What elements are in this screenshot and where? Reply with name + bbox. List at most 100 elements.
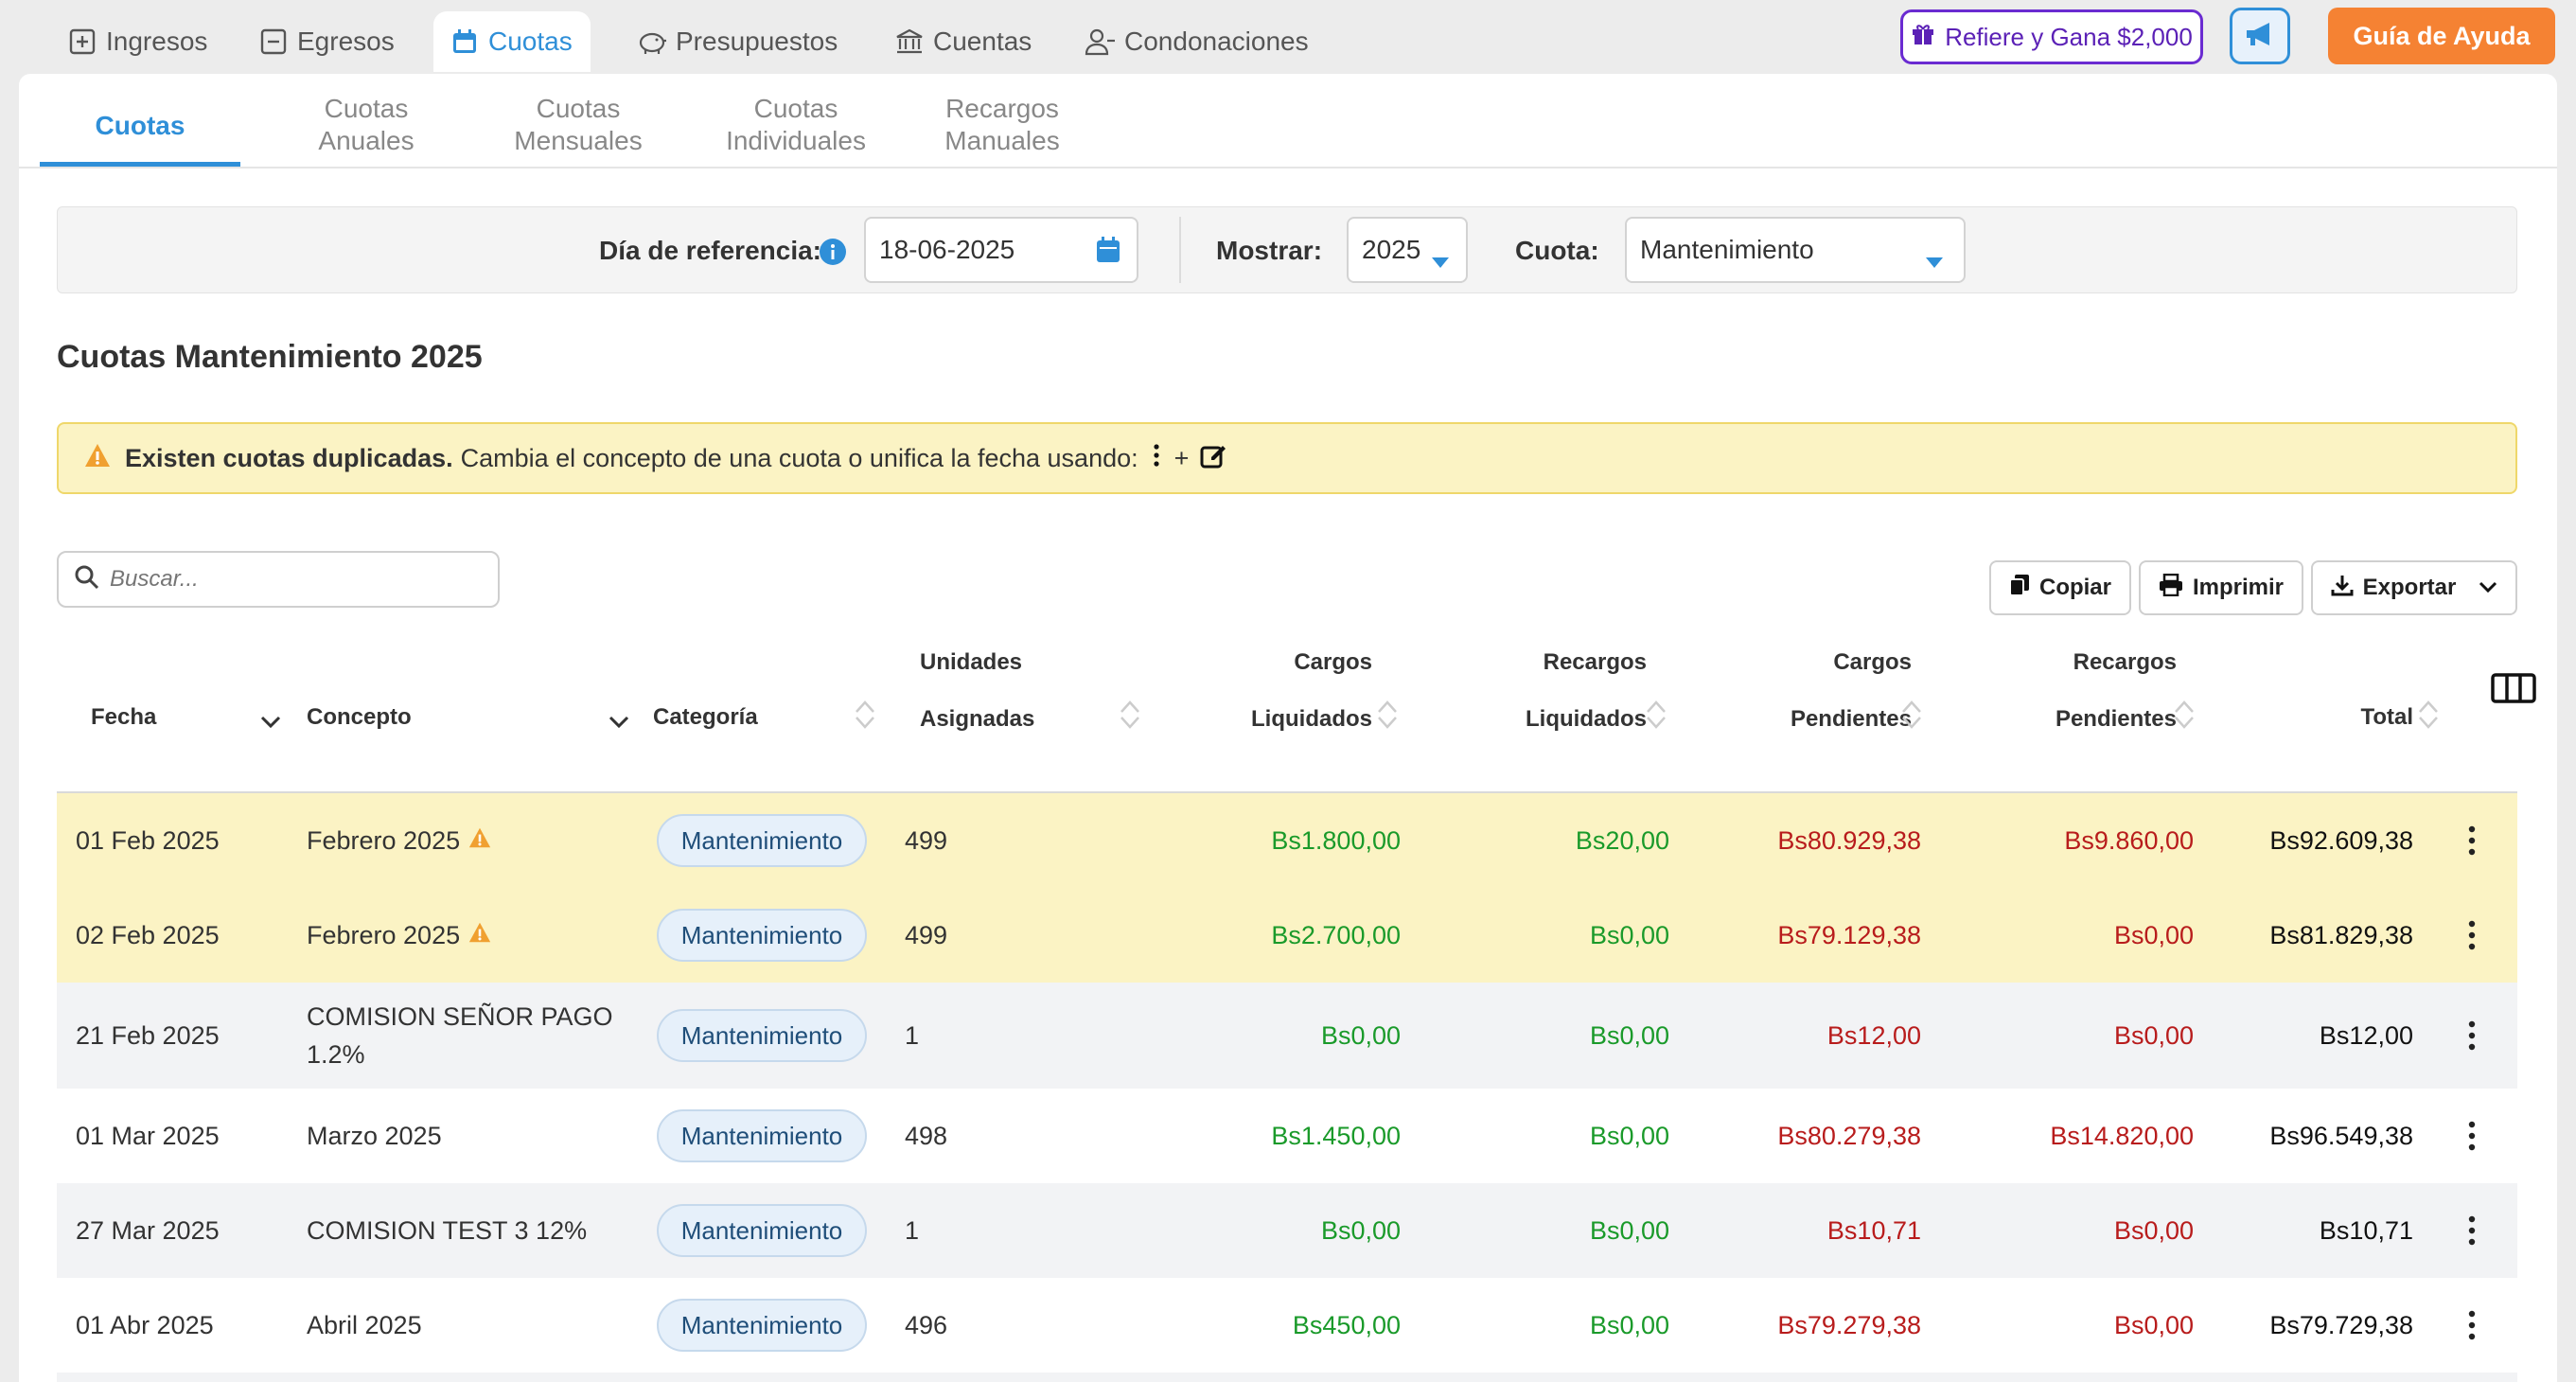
category-chip: Mantenimiento <box>657 1109 867 1162</box>
cell-concepto: Marzo 2025 <box>307 1122 442 1150</box>
col-recargos-liquidados[interactable]: Recargos Liquidados <box>1495 634 1647 748</box>
print-button[interactable]: Imprimir <box>2139 560 2303 615</box>
subtab-line: Cuotas <box>753 94 838 123</box>
gift-icon <box>1911 22 1935 53</box>
subtab-cuotas-anuales[interactable]: Cuotas Anuales <box>267 93 466 157</box>
cell-recargos-pendientes: Bs14.820,00 <box>2050 1122 2194 1150</box>
sort-icon[interactable] <box>1900 699 1923 731</box>
table-row[interactable]: 02 Feb 2025 Febrero 2025 Mantenimiento 4… <box>57 888 2517 983</box>
quota-select[interactable]: Mantenimiento <box>1625 217 1966 283</box>
tab-condonaciones[interactable]: Condonaciones <box>1069 11 1324 72</box>
cell-recargos-pendientes: Bs0,00 <box>2113 1021 2194 1050</box>
warning-icon <box>83 442 112 475</box>
tab-cuentas[interactable]: Cuentas <box>878 11 1047 72</box>
subtab-cuotas-individuales[interactable]: Cuotas Individuales <box>687 93 905 157</box>
sort-icon[interactable] <box>1376 699 1399 731</box>
tab-egresos[interactable]: Egresos <box>242 11 410 72</box>
tab-cuotas[interactable]: Cuotas <box>433 11 591 72</box>
col-line: Unidades <box>920 649 1023 675</box>
export-dropdown[interactable]: Exportar <box>2311 560 2517 615</box>
subtab-cuotas[interactable]: Cuotas <box>95 111 185 140</box>
col-cargos-pendientes[interactable]: Cargos Pendientes <box>1760 634 1912 748</box>
warning-title: Existen cuotas duplicadas. <box>125 443 453 472</box>
col-total[interactable]: Total <box>2360 704 2413 730</box>
cell-cargos-liquidados: Bs1.800,00 <box>1271 826 1401 855</box>
row-menu-icon[interactable] <box>2466 1017 2478 1054</box>
tab-presupuestos[interactable]: Presupuestos <box>621 11 853 72</box>
search-icon <box>74 564 100 595</box>
col-recargos-pendientes[interactable]: Recargos Pendientes <box>2025 634 2177 748</box>
quota-label: Cuota: <box>1515 236 1599 265</box>
col-concepto[interactable]: Concepto <box>307 704 412 730</box>
table-row[interactable]: 27 Mar 2025 COMISION TEST 3 12% Mantenim… <box>57 1183 2517 1278</box>
tab-ingresos[interactable]: Ingresos <box>51 11 222 72</box>
tab-label: Presupuestos <box>676 27 838 56</box>
cell-cargos-pendientes: Bs79.129,38 <box>1777 921 1921 949</box>
tab-label: Cuotas <box>488 27 573 56</box>
main-card: Cuotas Cuotas Anuales Cuotas Mensuales C… <box>19 74 2557 1382</box>
category-chip: Mantenimiento <box>657 1009 867 1062</box>
cell-recargos-liquidados: Bs0,00 <box>1589 1021 1669 1050</box>
row-menu-icon[interactable] <box>2466 916 2478 954</box>
columns-toggle-icon[interactable] <box>2491 672 2536 709</box>
copy-button[interactable]: Copiar <box>1989 560 2131 615</box>
calendar-icon[interactable] <box>1095 236 1121 271</box>
sort-icon[interactable] <box>854 699 876 731</box>
col-categoria[interactable]: Categoría <box>653 704 758 730</box>
row-menu-icon[interactable] <box>2466 1212 2478 1249</box>
refer-and-earn-button[interactable]: Refiere y Gana $2,000 <box>1900 9 2203 64</box>
printer-icon <box>2159 573 2183 603</box>
cell-recargos-liquidados: Bs0,00 <box>1589 1216 1669 1245</box>
col-fecha[interactable]: Fecha <box>91 704 157 730</box>
subtab-line: Recargos <box>945 94 1059 123</box>
col-unidades[interactable]: Unidades Asignadas <box>920 634 1034 748</box>
table-row-partial <box>57 1373 2517 1382</box>
subtab-recargos-manuales[interactable]: Recargos Manuales <box>903 93 1102 157</box>
ref-date-input[interactable]: 18-06-2025 <box>864 217 1138 283</box>
cell-cargos-pendientes: Bs80.929,38 <box>1777 826 1921 855</box>
sort-icon[interactable] <box>1645 699 1667 731</box>
active-tab-indicator <box>40 162 240 167</box>
sort-icon[interactable] <box>2417 699 2440 731</box>
category-chip: Mantenimiento <box>657 909 867 962</box>
section-title: Cuotas Mantenimiento 2025 <box>57 339 483 375</box>
col-line: Cargos <box>1294 649 1372 675</box>
tab-label: Ingresos <box>106 27 208 56</box>
cell-cargos-liquidados: Bs0,00 <box>1320 1216 1401 1245</box>
caret-down-icon <box>1926 245 1943 275</box>
announcements-button[interactable] <box>2230 8 2290 64</box>
caret-down-icon <box>1432 245 1449 275</box>
cell-total: Bs81.829,38 <box>2269 921 2413 949</box>
help-guide-button[interactable]: Guía de Ayuda <box>2328 8 2555 64</box>
subtab-cuotas-mensuales[interactable]: Cuotas Mensuales <box>479 93 678 157</box>
chevron-down-icon[interactable] <box>259 706 282 738</box>
plus-square-icon <box>66 26 98 58</box>
cell-recargos-pendientes: Bs0,00 <box>2113 1216 2194 1245</box>
ref-date-value: 18-06-2025 <box>879 235 1015 264</box>
table-row[interactable]: 01 Feb 2025 Febrero 2025 Mantenimiento 4… <box>57 793 2517 888</box>
cell-fecha: 01 Mar 2025 <box>76 1122 220 1150</box>
user-minus-icon <box>1085 26 1117 58</box>
table-row[interactable]: 01 Mar 2025 Marzo 2025 Mantenimiento 498… <box>57 1089 2517 1183</box>
edit-icon <box>1200 442 1226 475</box>
cell-recargos-liquidados: Bs20,00 <box>1575 826 1669 855</box>
table-row[interactable]: 21 Feb 2025 COMISION SEÑOR PAGO 1.2% Man… <box>57 983 2517 1089</box>
sort-icon[interactable] <box>1119 699 1141 731</box>
year-select[interactable]: 2025 <box>1347 217 1468 283</box>
row-menu-icon[interactable] <box>2466 1306 2478 1344</box>
cell-cargos-liquidados: Bs2.700,00 <box>1271 921 1401 949</box>
col-line: Pendientes <box>1790 706 1912 732</box>
category-chip: Mantenimiento <box>657 1204 867 1257</box>
chevron-down-icon[interactable] <box>608 706 630 738</box>
info-icon[interactable] <box>819 238 847 271</box>
search-input[interactable] <box>110 566 488 593</box>
sort-icon[interactable] <box>2173 699 2196 731</box>
search-box[interactable] <box>57 551 500 608</box>
print-label: Imprimir <box>2192 575 2285 600</box>
col-cargos-liquidados[interactable]: Cargos Liquidados <box>1230 634 1372 748</box>
filter-bar: Día de referencia: 18-06-2025 Mostrar: 2… <box>57 206 2517 293</box>
row-menu-icon[interactable] <box>2466 1117 2478 1155</box>
table-row[interactable]: 01 Abr 2025 Abril 2025 Mantenimiento 496… <box>57 1278 2517 1373</box>
cell-fecha: 02 Feb 2025 <box>76 921 220 949</box>
row-menu-icon[interactable] <box>2466 822 2478 859</box>
